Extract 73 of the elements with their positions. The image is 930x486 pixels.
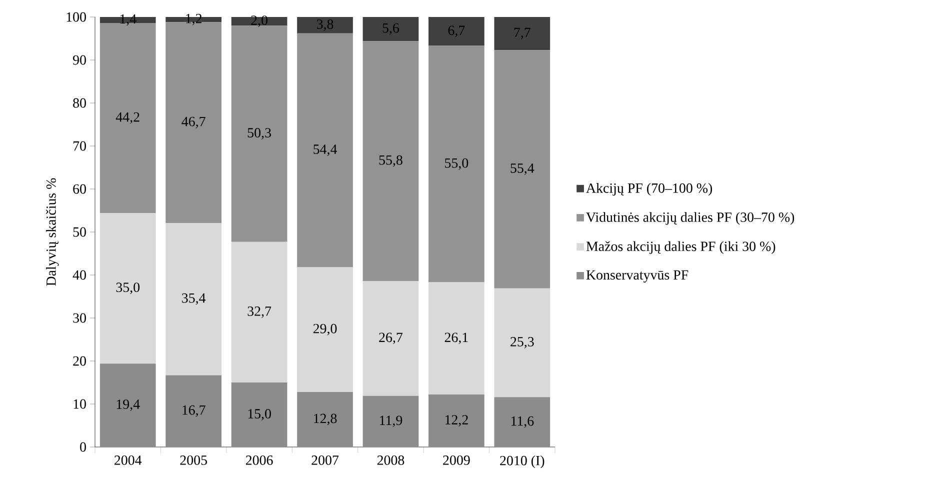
data-label: 32,7 bbox=[248, 306, 272, 318]
data-label: 2,0 bbox=[251, 16, 268, 27]
legend-label: Vidutinės akcijų dalies PF (30–70 %) bbox=[586, 212, 794, 225]
data-label: 55,0 bbox=[445, 158, 468, 170]
y-tick-label: 30 bbox=[73, 313, 86, 323]
data-label: 6,7 bbox=[448, 26, 465, 38]
bar bbox=[297, 267, 353, 392]
data-label: 19,4 bbox=[116, 400, 140, 411]
bar bbox=[494, 397, 550, 447]
y-tick-label: 60 bbox=[73, 184, 86, 194]
data-label: 7,7 bbox=[514, 28, 530, 40]
legend-label: Mažos akcijų dalies PF (iki 30 %) bbox=[586, 241, 776, 254]
data-label: 54,4 bbox=[314, 144, 337, 156]
bar bbox=[428, 282, 484, 395]
bar bbox=[166, 222, 222, 376]
data-label: 5,6 bbox=[382, 23, 400, 35]
data-label: 26,1 bbox=[444, 332, 468, 344]
bar bbox=[494, 16, 550, 50]
data-label: 46,7 bbox=[182, 116, 206, 128]
data-label: 16,7 bbox=[182, 405, 206, 417]
data-label: 11,6 bbox=[511, 416, 534, 428]
y-tick-label: 70 bbox=[73, 141, 86, 151]
bar bbox=[428, 16, 484, 46]
y-tick-label: 10 bbox=[74, 399, 86, 409]
bar bbox=[100, 213, 156, 364]
bar bbox=[362, 396, 419, 447]
y-tick-label: 40 bbox=[72, 270, 86, 280]
legend-label: Akcijų PF (70–100 %) bbox=[586, 183, 712, 196]
legend-label: Konservatyvūs PF bbox=[586, 270, 688, 283]
data-label: 44,2 bbox=[116, 112, 140, 124]
bar bbox=[166, 375, 222, 447]
bar bbox=[297, 392, 353, 447]
x-tick-label: 2005 bbox=[180, 455, 207, 465]
data-label: 35,4 bbox=[182, 293, 206, 305]
bar bbox=[362, 281, 419, 396]
data-label: 55,8 bbox=[379, 155, 402, 167]
bar bbox=[494, 288, 550, 398]
y-tick-label: 50 bbox=[73, 227, 86, 237]
data-label: 26,7 bbox=[379, 332, 403, 344]
x-tick-label: 2008 bbox=[377, 455, 404, 465]
x-tick-label: 2009 bbox=[443, 455, 470, 465]
x-tick-label: 2010 (I) bbox=[500, 455, 544, 468]
data-label: 29,0 bbox=[313, 324, 337, 336]
bar bbox=[231, 242, 288, 382]
data-label: 11,9 bbox=[380, 416, 402, 428]
data-label: 12,8 bbox=[314, 414, 337, 426]
y-tick-label: 80 bbox=[73, 98, 86, 108]
data-label: 15,0 bbox=[248, 409, 271, 420]
bar bbox=[297, 33, 353, 268]
bar bbox=[231, 16, 288, 26]
bar bbox=[428, 46, 484, 282]
y-tick-label: 20 bbox=[73, 356, 86, 366]
data-label: 12,2 bbox=[445, 415, 468, 426]
y-tick-label: 90 bbox=[73, 55, 86, 65]
x-tick-label: 2006 bbox=[246, 455, 273, 465]
data-label: 55,4 bbox=[510, 164, 534, 175]
data-label: 3,8 bbox=[316, 19, 334, 31]
data-label: 50,3 bbox=[248, 128, 271, 140]
x-tick-label: 2004 bbox=[114, 455, 142, 465]
y-tick-label: 0 bbox=[80, 442, 86, 452]
data-label: 25,3 bbox=[510, 337, 534, 348]
bar bbox=[231, 26, 288, 242]
bar bbox=[428, 394, 484, 447]
data-label: 35,0 bbox=[116, 282, 140, 294]
bar bbox=[231, 382, 288, 447]
x-tick-label: 2007 bbox=[312, 455, 339, 465]
bar bbox=[362, 16, 419, 42]
bar bbox=[100, 364, 156, 447]
bar bbox=[297, 16, 353, 34]
bar bbox=[362, 41, 419, 282]
y-tick-label: 100 bbox=[66, 12, 86, 22]
y-axis-title: Dalyvių skaičius % bbox=[46, 178, 59, 286]
bar bbox=[494, 50, 550, 288]
